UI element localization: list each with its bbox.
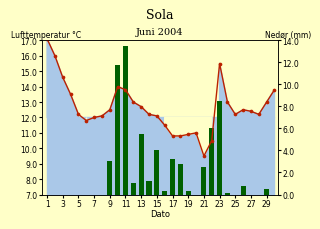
X-axis label: Dato: Dato bbox=[150, 209, 170, 218]
Point bbox=[186, 133, 191, 137]
Point bbox=[123, 88, 128, 92]
Point bbox=[52, 55, 58, 58]
Bar bbox=[217, 101, 222, 195]
Point bbox=[139, 105, 144, 109]
Point bbox=[107, 109, 112, 112]
Point bbox=[178, 134, 183, 138]
Text: Juni 2004: Juni 2004 bbox=[136, 27, 184, 36]
Text: Sola: Sola bbox=[146, 9, 174, 22]
Point bbox=[44, 38, 50, 41]
Point bbox=[170, 134, 175, 138]
Point bbox=[115, 85, 120, 89]
Point bbox=[201, 154, 206, 158]
Point bbox=[76, 113, 81, 117]
Point bbox=[100, 114, 105, 118]
Point bbox=[241, 109, 246, 112]
Point bbox=[194, 131, 199, 135]
Point bbox=[217, 63, 222, 66]
Bar bbox=[264, 189, 269, 195]
Text: Lufttemperatur °C: Lufttemperatur °C bbox=[11, 31, 81, 40]
Point bbox=[233, 113, 238, 117]
Bar bbox=[107, 162, 112, 195]
Bar bbox=[131, 184, 136, 195]
Bar bbox=[178, 164, 183, 195]
Point bbox=[154, 114, 159, 118]
Point bbox=[209, 139, 214, 143]
Point bbox=[60, 76, 65, 80]
Bar bbox=[241, 186, 246, 195]
Point bbox=[272, 88, 277, 92]
Point bbox=[264, 101, 269, 104]
Point bbox=[225, 101, 230, 104]
Bar bbox=[225, 194, 230, 195]
Point bbox=[92, 116, 97, 120]
Bar bbox=[147, 182, 152, 195]
Bar bbox=[139, 134, 144, 195]
Bar bbox=[209, 129, 214, 195]
Bar bbox=[170, 160, 175, 195]
Bar bbox=[154, 151, 159, 195]
Point bbox=[131, 101, 136, 104]
Bar bbox=[201, 167, 206, 195]
Bar bbox=[123, 47, 128, 195]
Point bbox=[162, 124, 167, 127]
Point bbox=[68, 93, 73, 97]
Bar bbox=[115, 65, 120, 195]
Bar bbox=[162, 191, 167, 195]
Bar bbox=[186, 191, 191, 195]
Point bbox=[147, 113, 152, 117]
Point bbox=[248, 110, 253, 114]
Point bbox=[84, 119, 89, 123]
Text: Nedør (mm): Nedør (mm) bbox=[265, 31, 312, 40]
Point bbox=[256, 113, 261, 117]
